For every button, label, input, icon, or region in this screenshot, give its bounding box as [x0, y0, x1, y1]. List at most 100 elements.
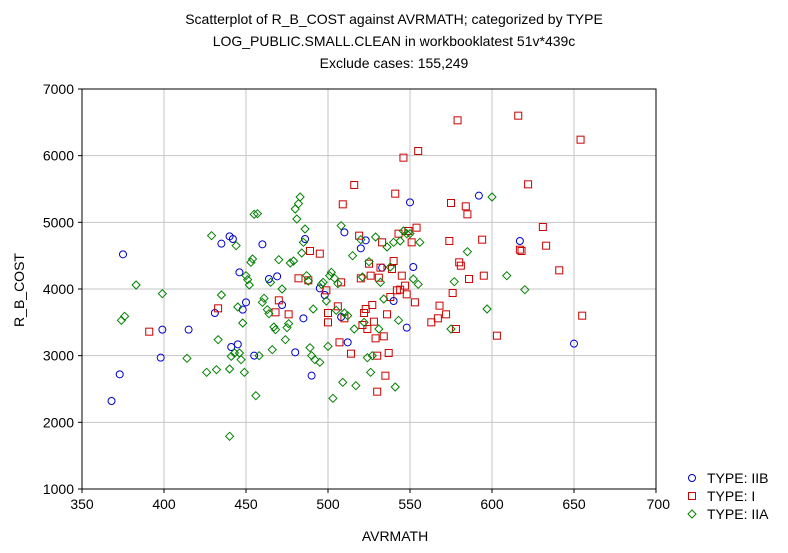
y-tick-label: 6000	[43, 148, 74, 164]
data-point-diamond	[390, 382, 400, 392]
data-point-square	[514, 111, 523, 120]
data-point-square	[517, 247, 526, 255]
data-point-diamond	[349, 324, 359, 334]
data-point-diamond	[364, 256, 374, 267]
data-point-square	[337, 278, 346, 287]
data-point-diamond	[252, 208, 263, 219]
x-tick-label: 400	[152, 496, 176, 512]
data-point-diamond	[262, 304, 273, 315]
data-point-diamond	[379, 294, 389, 304]
data-point-square	[427, 318, 436, 327]
data-point-diamond	[365, 367, 376, 378]
data-point-square	[335, 338, 344, 347]
data-point-diamond	[415, 237, 425, 248]
data-point-square	[555, 266, 564, 275]
data-point-square	[542, 241, 551, 250]
data-point-square	[274, 296, 283, 305]
data-point-square	[463, 210, 472, 219]
data-point-diamond	[333, 278, 343, 289]
data-point-diamond	[462, 246, 473, 257]
data-point-diamond	[395, 236, 405, 246]
data-point-square	[305, 247, 314, 255]
data-point-circle	[238, 305, 247, 314]
data-point-circle	[217, 239, 226, 248]
data-point-diamond	[270, 324, 281, 335]
data-point-circle	[228, 235, 237, 243]
data-point-square	[524, 180, 533, 189]
data-point-circle	[340, 228, 349, 237]
data-point-diamond	[408, 274, 418, 284]
data-point-square	[373, 351, 382, 360]
data-point-square	[479, 271, 488, 280]
data-point-diamond	[119, 311, 130, 322]
data-point-circle	[378, 263, 387, 272]
data-point-circle	[343, 338, 352, 347]
data-point-square	[378, 238, 387, 247]
data-point-square	[433, 314, 442, 323]
data-point-diamond	[388, 237, 399, 248]
legend-label: TYPE: I	[707, 488, 755, 504]
y-tick-label: 7000	[43, 81, 74, 97]
data-point-square	[333, 302, 342, 311]
data-point-diamond	[324, 270, 335, 281]
data-point-square	[578, 311, 587, 320]
data-point-circle	[301, 235, 310, 243]
data-point-square	[373, 387, 382, 396]
data-point-diamond	[295, 192, 305, 202]
data-point-square	[338, 200, 347, 209]
data-point-square	[401, 281, 410, 290]
data-point-diamond	[305, 342, 315, 353]
data-point-circle	[299, 314, 308, 323]
data-point-square	[448, 289, 457, 297]
data-point-square	[461, 202, 470, 211]
x-tick-label: 600	[480, 496, 504, 512]
data-point-circle	[515, 237, 524, 245]
data-point-diamond	[356, 234, 366, 245]
data-point-square	[371, 334, 380, 343]
data-point-square	[414, 147, 423, 155]
x-tick-label: 650	[562, 496, 586, 512]
data-point-circle	[307, 371, 316, 380]
data-point-square	[412, 223, 421, 232]
data-point-square	[451, 325, 460, 333]
data-point-square	[379, 332, 388, 341]
data-point-square	[383, 310, 392, 319]
data-point-diamond	[331, 305, 341, 316]
data-point-diamond	[251, 390, 261, 401]
data-point-square	[410, 298, 419, 307]
y-tick-label: 5000	[43, 214, 74, 230]
data-point-diamond	[233, 302, 243, 312]
data-point-diamond	[242, 274, 253, 285]
data-point-circle	[242, 298, 250, 307]
data-point-diamond	[301, 270, 312, 281]
data-point-square	[346, 349, 355, 358]
data-point-diamond	[244, 280, 254, 290]
data-point-circle	[409, 263, 418, 271]
data-point-diamond	[206, 230, 217, 241]
legend: TYPE: IIB TYPE: I TYPE: IIA	[687, 470, 769, 522]
data-point-circle	[264, 275, 273, 283]
data-point-square	[366, 271, 375, 280]
data-point-square	[389, 257, 398, 265]
data-point-square	[435, 301, 444, 310]
data-point-diamond	[347, 250, 358, 261]
data-point-diamond	[367, 350, 377, 361]
data-point-diamond	[402, 228, 412, 239]
data-point-diamond	[247, 254, 258, 264]
data-point-diamond	[336, 220, 346, 231]
data-point-diamond	[282, 322, 292, 333]
legend-marker-diamond	[687, 509, 697, 519]
data-point-diamond	[224, 431, 235, 442]
data-point-diamond	[482, 304, 492, 314]
data-point-diamond	[338, 377, 348, 388]
data-point-circle	[156, 353, 165, 362]
y-tick-label: 3000	[43, 348, 74, 364]
data-point-diamond	[502, 270, 512, 281]
data-point-square	[214, 304, 223, 313]
data-point-diamond	[246, 257, 256, 268]
chart-title-line-2: LOG_PUBLIC.SMALL.CLEAN in workbooklatest…	[213, 33, 576, 49]
data-point-square	[271, 308, 280, 317]
data-point-square	[363, 325, 372, 333]
data-point-diamond	[201, 367, 212, 378]
data-point-diamond	[116, 315, 127, 326]
